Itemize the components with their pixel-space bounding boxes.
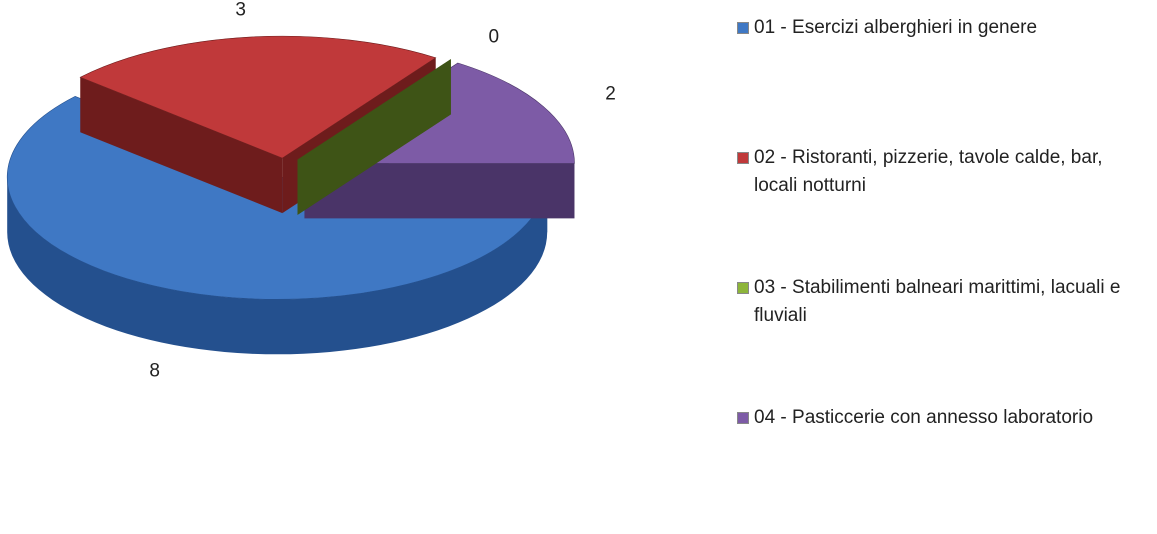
legend-swatch xyxy=(737,152,749,164)
slice xyxy=(297,59,452,215)
legend-item: 02 - Ristoranti, pizzerie, tavole calde,… xyxy=(737,144,1147,274)
legend-label: 04 - Pasticcerie con annesso laboratorio xyxy=(754,407,1094,428)
legend-label: 01 - Esercizi alberghieri in genere xyxy=(754,17,1038,38)
legend-item: 01 - Esercizi alberghieri in genere xyxy=(737,14,1147,144)
slice-top xyxy=(297,59,452,161)
data-label: 8 xyxy=(149,360,160,381)
legend-label: 02 - Ristoranti, pizzerie, tavole calde,… xyxy=(754,147,1103,196)
legend: 01 - Esercizi alberghieri in genere 02 - … xyxy=(737,14,1147,534)
pie-area: 8 3 0 2 xyxy=(6,0,616,381)
slice-cut-face xyxy=(297,59,451,215)
legend-swatch xyxy=(737,412,749,424)
legend-swatch xyxy=(737,282,749,294)
chart: 8 3 0 2 01 - Esercizi alberghieri in genere… xyxy=(6,0,1120,428)
slice-cut-face xyxy=(304,163,575,219)
data-label: 3 xyxy=(235,0,246,21)
legend-item: 03 - Stabilimenti balneari marittimi, la… xyxy=(737,274,1147,404)
legend-label: 03 - Stabilimenti balneari marittimi, la… xyxy=(754,277,1121,326)
slice-top xyxy=(79,35,437,159)
data-label: 2 xyxy=(605,83,616,104)
legend-item: 04 - Pasticcerie con annesso laboratorio xyxy=(737,404,1147,534)
slice-side xyxy=(7,177,548,355)
legend-swatch xyxy=(737,22,749,34)
data-label: 0 xyxy=(489,26,500,47)
slice-cut-face xyxy=(80,77,283,214)
